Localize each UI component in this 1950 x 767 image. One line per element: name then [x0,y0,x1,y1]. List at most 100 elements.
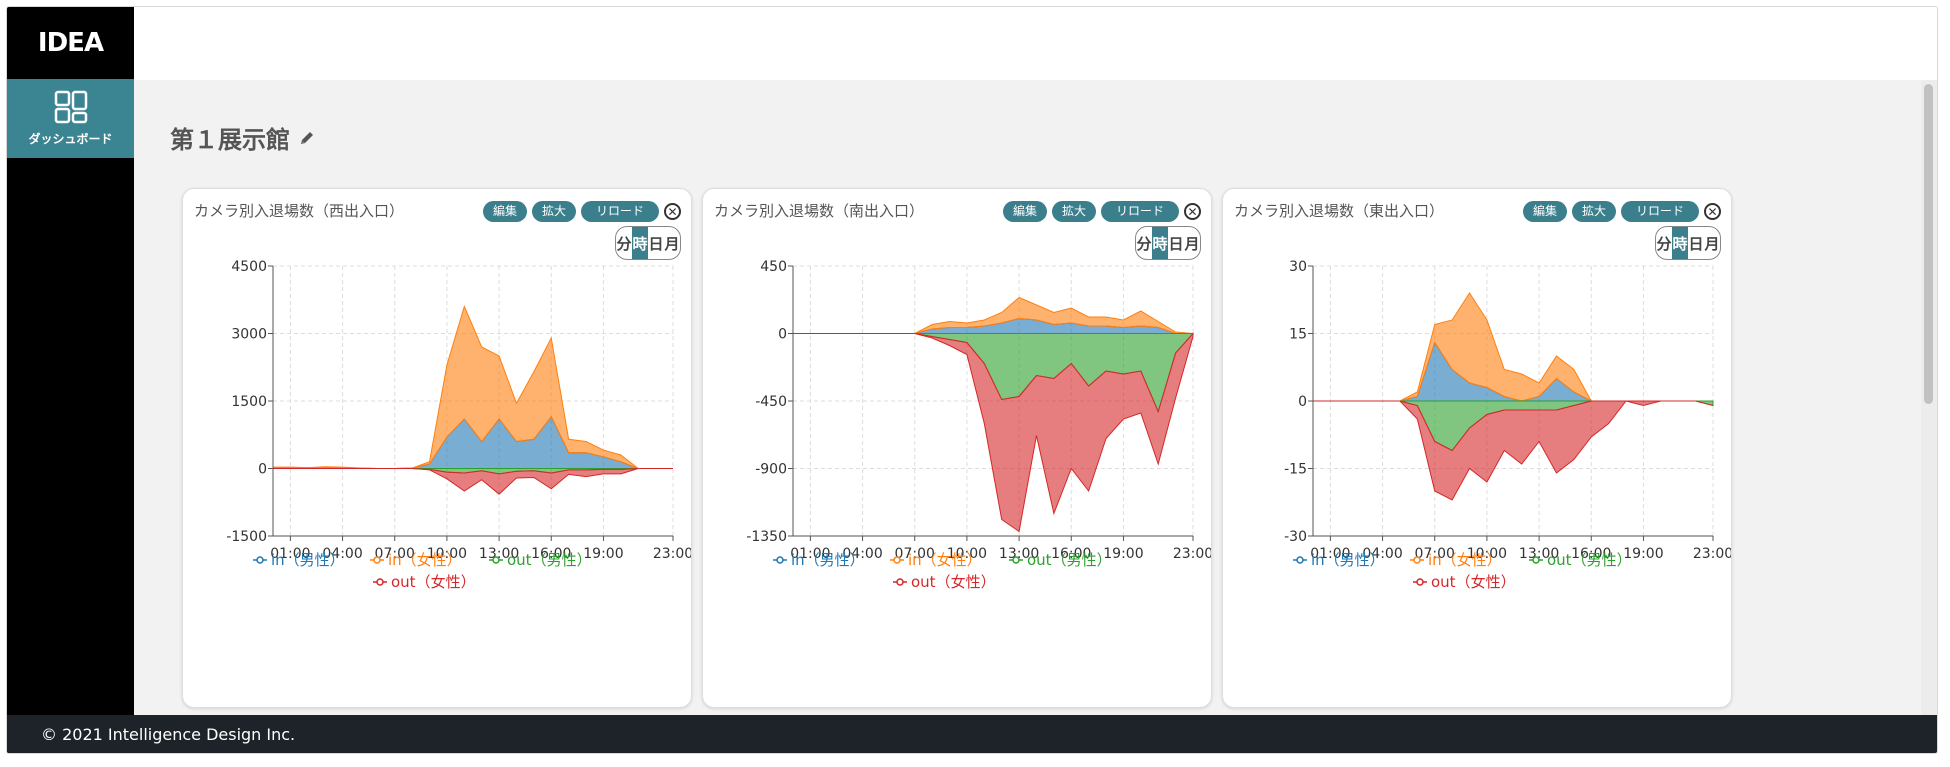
x-tick-label: 13:00 [479,546,519,562]
legend-marker [492,556,500,564]
edit-button[interactable]: 編集 [1522,201,1567,222]
time-unit-month[interactable]: 月 [1184,234,1200,253]
legend-item[interactable]: in（男性） [1293,551,1385,569]
expand-button[interactable]: 拡大 [531,201,576,222]
legend-marker [1413,556,1421,564]
legend-item[interactable]: out（女性） [893,573,996,591]
y-tick-label: 0 [778,327,787,343]
y-tick-label: 0 [1298,394,1307,410]
close-icon[interactable]: ✕ [1704,203,1721,220]
y-tick-label: -30 [1284,529,1307,545]
x-tick-label: 04:00 [322,546,362,562]
x-tick-label: 04:00 [842,546,882,562]
y-tick-label: -1350 [746,529,787,545]
reload-button[interactable]: リロード [1100,201,1179,222]
edit-button[interactable]: 編集 [1002,201,1047,222]
time-unit-minute[interactable]: 分 [616,234,632,253]
reload-button[interactable]: リロード [580,201,659,222]
chart-card-east: カメラ別入退場数（東出入口） 編集 拡大 リロード ✕ 分 時 日 月 30 15… [1222,188,1732,708]
time-unit-toggle: 分 時 日 月 [615,226,681,260]
legend-marker [1416,578,1424,586]
legend-item[interactable]: in（男性） [773,551,865,569]
x-tick-label: 13:00 [1519,546,1559,562]
sidebar-item-dashboard[interactable]: ダッシュボード [7,79,134,158]
main-content: 第１展示館 カメラ別入退場数（西出入口） 編集 拡大 リロード ✕ 分 時 日 … [134,80,1937,753]
y-tick-label: 15 [1289,327,1307,343]
time-unit-hour[interactable]: 時 [1152,227,1168,259]
scrollbar[interactable] [1921,80,1937,715]
chart-card-south: カメラ別入退場数（南出入口） 編集 拡大 リロード ✕ 分 時 日 月 450 0… [702,188,1212,708]
footer: © 2021 Intelligence Design Inc. [7,715,1937,753]
page-title: 第１展示館 [170,126,290,154]
x-tick-label: 01:00 [1310,546,1350,562]
chart-card-west: カメラ別入退場数（西出入口） 編集 拡大 リロード ✕ 分 時 日 月 4500… [182,188,692,708]
legend-marker [373,556,381,564]
legend-item[interactable]: in（男性） [253,551,345,569]
legend-item[interactable]: out（男性） [1529,551,1632,569]
y-tick-label: 3000 [231,327,267,343]
legend-item[interactable]: out（男性） [489,551,592,569]
close-icon[interactable]: ✕ [1184,203,1201,220]
legend-label: out（女性） [911,573,996,591]
series-area-3 [1313,400,1714,501]
legend-marker [896,578,904,586]
y-tick-label: 4500 [231,259,267,275]
time-unit-month[interactable]: 月 [664,234,680,253]
legend-item[interactable]: out（女性） [373,573,476,591]
legend-label: out（男性） [1027,551,1112,569]
legend-item[interactable]: in（女性） [1410,551,1502,569]
time-unit-hour[interactable]: 時 [632,227,648,259]
series-area-1 [1313,292,1713,402]
time-unit-month[interactable]: 月 [1704,234,1720,253]
x-tick-label: 16:00 [1571,546,1611,562]
legend-marker [1012,556,1020,564]
y-tick-label: 0 [258,462,267,478]
time-unit-minute[interactable]: 分 [1136,234,1152,253]
x-tick-label: 04:00 [1362,546,1402,562]
legend-item[interactable]: out（男性） [1009,551,1112,569]
x-tick-label: 10:00 [1467,546,1507,562]
x-tick-label: 16:00 [1051,546,1091,562]
time-unit-day[interactable]: 日 [1168,234,1184,253]
legend-item[interactable]: out（女性） [1413,573,1516,591]
time-unit-hour[interactable]: 時 [1672,227,1688,259]
legend-marker [776,556,784,564]
expand-button[interactable]: 拡大 [1051,201,1096,222]
legend-label: out（女性） [391,573,476,591]
scrollbar-thumb[interactable] [1924,84,1933,404]
edit-button[interactable]: 編集 [482,201,527,222]
legend-label: out（男性） [507,551,592,569]
y-tick-label: 450 [760,259,787,275]
time-unit-day[interactable]: 日 [648,234,664,253]
y-tick-label: -15 [1284,462,1307,478]
legend-label: in（男性） [791,551,865,569]
app-window: IDEA ダッシュボード 第１展示館 カメラ別入退場数（西出入口） [6,6,1938,754]
y-tick-label: -900 [755,462,787,478]
sidebar-item-label: ダッシュボード [28,132,113,146]
card-title: カメラ別入退場数（西出入口） [194,202,405,220]
legend-marker [256,556,264,564]
series-area-3 [273,468,673,495]
app-logo[interactable]: IDEA [37,28,104,58]
legend-label: in（女性） [388,551,462,569]
legend-marker [1532,556,1540,564]
x-tick-label: 16:00 [531,546,571,562]
legend-marker [376,578,384,586]
x-tick-label: 23:00 [1173,546,1211,562]
legend-marker [893,556,901,564]
close-icon[interactable]: ✕ [664,203,681,220]
legend-label: in（女性） [908,551,982,569]
pencil-icon[interactable] [298,129,316,147]
x-tick-label: 10:00 [947,546,987,562]
legend-marker [1296,556,1304,564]
legend-item[interactable]: in（女性） [890,551,982,569]
time-unit-day[interactable]: 日 [1688,234,1704,253]
expand-button[interactable]: 拡大 [1571,201,1616,222]
time-unit-minute[interactable]: 分 [1656,234,1672,253]
x-tick-label: 19:00 [583,546,623,562]
legend-label: out（男性） [1547,551,1632,569]
sidebar: IDEA ダッシュボード [7,7,134,753]
legend-item[interactable]: in（女性） [370,551,462,569]
reload-button[interactable]: リロード [1620,201,1699,222]
